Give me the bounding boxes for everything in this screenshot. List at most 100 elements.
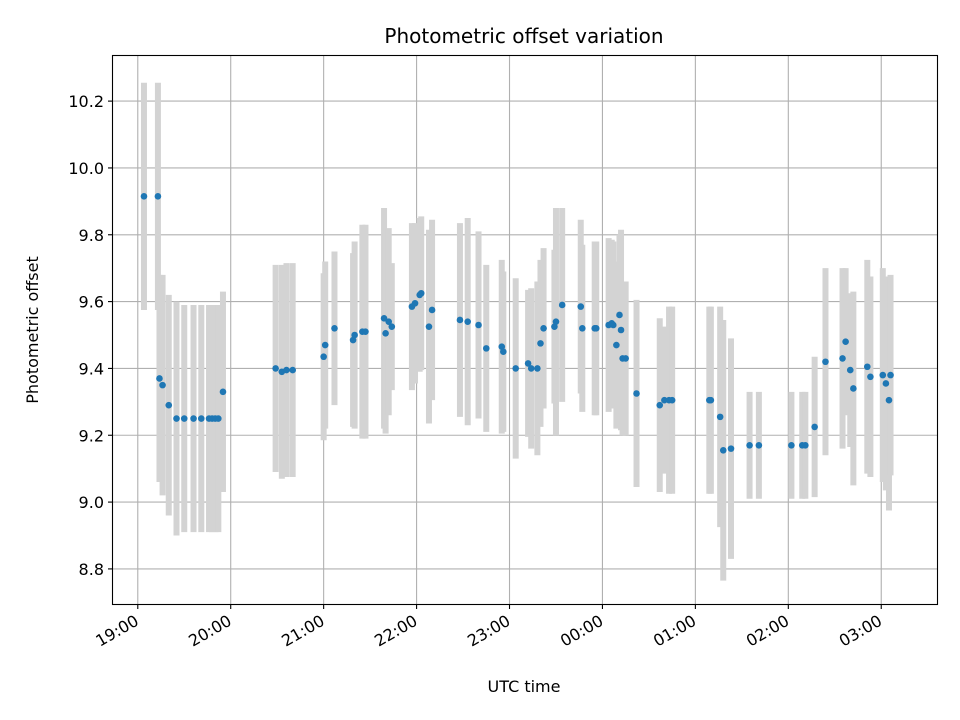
data-point	[716, 413, 724, 421]
data-point	[540, 325, 547, 332]
data-point	[577, 303, 585, 310]
data-point	[727, 445, 735, 452]
data-point	[512, 365, 520, 372]
x-tick-label: 20:00	[185, 611, 234, 651]
error-bars	[140, 82, 894, 581]
data-point	[592, 325, 600, 332]
data-point	[613, 341, 620, 349]
data-point	[498, 343, 506, 351]
data-point	[215, 415, 222, 422]
data-point	[755, 441, 763, 449]
data-point	[579, 325, 586, 332]
data-point	[822, 358, 829, 366]
data-point	[289, 366, 296, 374]
data-point	[879, 371, 887, 379]
data-points	[140, 193, 894, 454]
data-point	[351, 331, 358, 339]
y-axis-label: Photometric offset	[23, 256, 42, 404]
y-tick-label: 10.2	[68, 92, 104, 111]
x-tick-label: 21:00	[278, 611, 327, 651]
data-point	[190, 415, 197, 422]
data-point	[411, 299, 419, 307]
y-tick-label: 9.2	[79, 426, 104, 445]
data-point	[154, 193, 162, 200]
data-point	[882, 380, 890, 387]
grid-lines	[113, 56, 937, 604]
data-point	[417, 289, 425, 297]
data-point	[867, 373, 874, 381]
data-point	[719, 446, 727, 454]
data-point	[320, 353, 327, 361]
data-point	[885, 396, 893, 404]
x-axis-ticks: 19:00 20:00 21:00 22:00 23:00 00:00 01:00 02:00…	[92, 604, 885, 651]
x-tick-label: 22:00	[371, 611, 420, 651]
data-point	[180, 415, 188, 422]
data-point	[661, 396, 668, 404]
data-point	[707, 396, 715, 404]
data-point	[388, 323, 396, 330]
data-point	[173, 415, 180, 422]
y-tick-label: 9.0	[79, 493, 104, 512]
x-tick-label: 03:00	[836, 611, 885, 651]
data-point	[159, 381, 166, 389]
data-point	[380, 315, 388, 322]
chart-title: Photometric offset variation	[384, 24, 663, 48]
data-point	[811, 423, 818, 431]
data-point	[802, 441, 809, 449]
data-point	[746, 441, 753, 449]
data-point	[475, 321, 482, 329]
data-point	[464, 318, 471, 325]
data-point	[385, 318, 392, 325]
data-point	[456, 316, 464, 324]
data-point	[331, 325, 338, 332]
data-point	[850, 385, 857, 392]
y-axis-ticks: 8.8 9.0 9.2 9.4 9.6 9.8 10.0 10.2	[68, 92, 113, 579]
data-point	[362, 328, 369, 335]
plot-frame	[111, 54, 939, 606]
data-point	[425, 323, 433, 330]
data-point	[551, 323, 558, 330]
data-point	[500, 348, 507, 356]
data-point	[839, 355, 846, 362]
data-point	[633, 390, 640, 397]
data-point	[283, 366, 290, 374]
x-tick-label: 23:00	[464, 611, 513, 651]
data-point	[842, 338, 849, 345]
data-point	[156, 375, 163, 382]
y-tick-label: 9.8	[79, 226, 104, 245]
x-tick-label: 19:00	[92, 611, 141, 651]
data-point	[534, 365, 541, 372]
data-point	[140, 193, 148, 200]
data-point	[219, 388, 227, 396]
data-point	[617, 326, 625, 334]
data-point	[524, 360, 532, 367]
data-point	[788, 441, 795, 449]
data-point	[382, 330, 389, 337]
data-point	[197, 415, 205, 422]
data-point	[609, 321, 617, 329]
y-tick-label: 10.0	[68, 159, 104, 178]
data-point	[349, 336, 357, 344]
data-point	[668, 396, 676, 404]
data-point	[616, 311, 623, 319]
data-point	[537, 340, 544, 347]
data-point	[846, 366, 854, 374]
x-axis-label: UTC time	[488, 677, 561, 696]
data-point	[622, 355, 629, 362]
data-point	[482, 345, 490, 352]
data-point	[864, 363, 871, 371]
data-point	[321, 341, 329, 349]
y-tick-label: 9.6	[79, 293, 104, 312]
y-tick-label: 8.8	[79, 560, 104, 579]
data-point	[887, 371, 894, 379]
data-point	[165, 401, 173, 409]
data-point	[656, 401, 664, 409]
data-point	[552, 318, 560, 325]
x-tick-label: 00:00	[557, 611, 606, 651]
data-point	[558, 301, 566, 309]
x-tick-label: 01:00	[650, 611, 699, 651]
y-tick-label: 9.4	[79, 359, 104, 378]
x-tick-label: 02:00	[743, 611, 792, 651]
data-point	[527, 365, 535, 372]
